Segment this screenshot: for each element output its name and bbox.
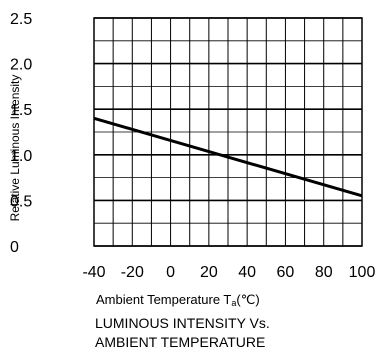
x-tick-label: 0 <box>166 264 175 281</box>
x-tick-label: 20 <box>200 264 218 281</box>
chart-caption-line-2: AMBIENT TEMPERATURE <box>95 334 266 350</box>
x-tick-label: 40 <box>238 264 256 281</box>
x-tick-labels: -40 -20 0 20 40 60 80 100 <box>82 264 375 281</box>
y-tick-label: 0.5 <box>10 193 32 210</box>
x-tick-label: -20 <box>121 264 144 281</box>
grid <box>93 17 363 247</box>
y-tick-label: 1.5 <box>10 102 32 119</box>
x-tick-label: -40 <box>82 264 105 281</box>
y-tick-label: 2.5 <box>10 11 32 28</box>
y-axis-label: Relative Luminous Intensity <box>8 75 22 222</box>
x-axis-label-subscript: a <box>231 298 236 308</box>
series-line <box>93 116 363 198</box>
x-axis-label: Ambient Temperature Ta(℃) <box>96 292 260 308</box>
y-tick-label: 2.0 <box>10 57 32 74</box>
y-tick-label: 0 <box>10 239 19 256</box>
chart-caption-line-1: LUMINOUS INTENSITY Vs. <box>95 315 270 331</box>
x-tick-label: 100 <box>349 264 376 281</box>
x-axis-label-main: Ambient Temperature T <box>96 292 231 307</box>
x-tick-label: 60 <box>277 264 295 281</box>
series-layer <box>93 116 363 198</box>
x-axis-label-unit: (℃) <box>236 292 259 307</box>
y-tick-label: 1.0 <box>10 148 32 165</box>
plot-frame <box>93 17 363 247</box>
y-tick-labels: 0 0.5 1.0 1.5 2.0 2.5 <box>10 11 32 256</box>
x-tick-label: 80 <box>315 264 333 281</box>
